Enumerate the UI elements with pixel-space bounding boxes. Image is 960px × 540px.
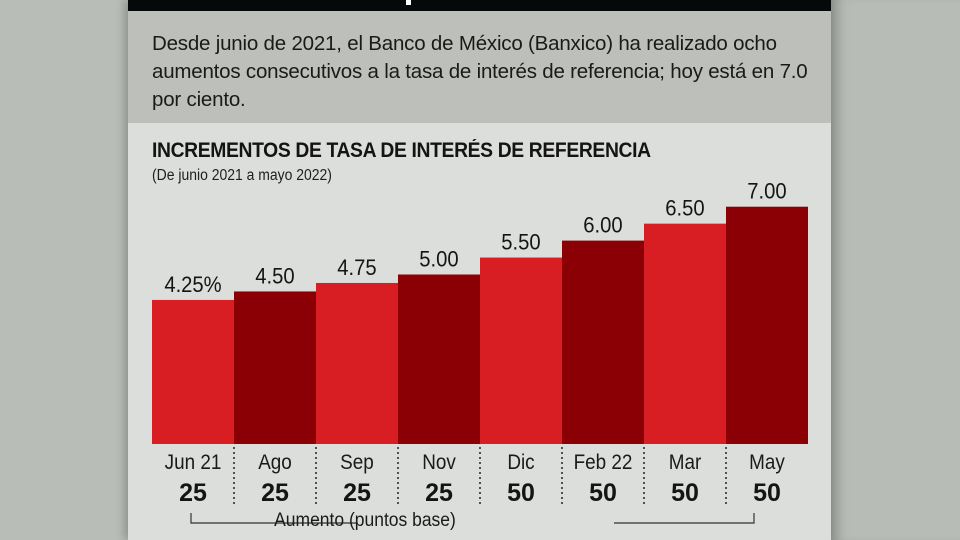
intro-text: Desde junio de 2021, el Banco de México … bbox=[152, 32, 808, 111]
increment-value: 25 bbox=[179, 479, 207, 507]
bar bbox=[152, 299, 234, 444]
bar-value-label: 4.75 bbox=[337, 256, 376, 280]
bar bbox=[234, 291, 316, 444]
bar-value-label: 4.50 bbox=[255, 265, 294, 289]
bar bbox=[562, 240, 644, 444]
bar-value-label: 6.00 bbox=[583, 214, 622, 238]
intro-box: Desde junio de 2021, el Banco de México … bbox=[128, 11, 831, 123]
bar-value-label: 4.25% bbox=[164, 273, 222, 297]
category-label: Feb 22 bbox=[574, 451, 633, 474]
bracket-right bbox=[614, 513, 755, 524]
chart-title: INCREMENTOS DE TASA DE INTERÉS DE REFERE… bbox=[152, 139, 651, 162]
bar-value-label: 5.50 bbox=[501, 231, 540, 255]
bar bbox=[480, 257, 562, 444]
bar-value-label: 5.00 bbox=[419, 248, 458, 272]
bar-value-label: 6.50 bbox=[665, 197, 704, 221]
increments-axis-label: Aumento (puntos base) bbox=[274, 510, 456, 531]
bar bbox=[726, 206, 808, 444]
bracket-left bbox=[190, 513, 357, 524]
bar bbox=[316, 282, 398, 444]
category-label: Dic bbox=[507, 451, 534, 474]
bar-value-label: 7.00 bbox=[747, 180, 786, 204]
category-label: Ago bbox=[258, 451, 292, 474]
increment-value: 50 bbox=[507, 479, 535, 507]
category-label: May bbox=[749, 451, 785, 474]
increment-value: 50 bbox=[589, 479, 617, 507]
bar bbox=[398, 274, 480, 444]
category-label: Nov bbox=[422, 451, 456, 474]
increment-value: 50 bbox=[753, 479, 781, 507]
header-bar bbox=[128, 0, 831, 11]
background-right bbox=[831, 0, 960, 540]
increment-value: 25 bbox=[425, 479, 453, 507]
header-text-fragment bbox=[406, 0, 411, 5]
category-label: Mar bbox=[669, 451, 702, 474]
increment-value: 25 bbox=[343, 479, 371, 507]
category-label: Sep bbox=[340, 451, 374, 474]
bar bbox=[644, 223, 726, 444]
increment-value: 50 bbox=[671, 479, 699, 507]
chart-subtitle: (De junio 2021 a mayo 2022) bbox=[152, 167, 332, 184]
category-label: Jun 21 bbox=[165, 451, 222, 474]
increment-value: 25 bbox=[261, 479, 289, 507]
